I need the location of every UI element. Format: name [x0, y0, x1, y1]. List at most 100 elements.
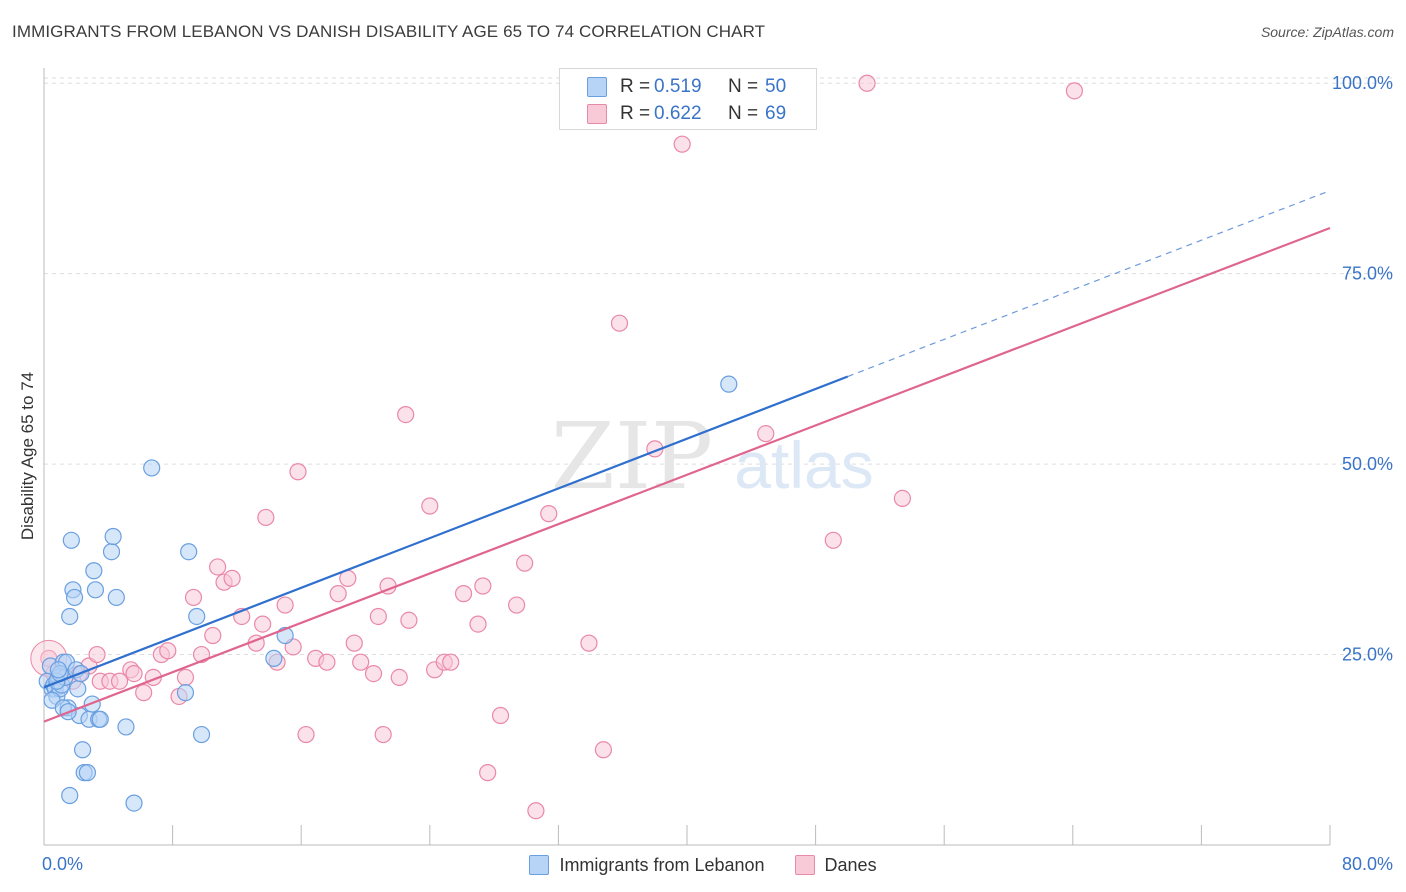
lebanon-point [78, 764, 97, 782]
lebanon-point [125, 794, 143, 812]
y-tick-label: 75.0% [1342, 264, 1393, 284]
danes-point [1065, 82, 1084, 100]
danes-point [125, 665, 143, 683]
y-axis-label: Disability Age 65 to 74 [18, 372, 37, 540]
source-credit: Source: ZipAtlas.com [1260, 24, 1394, 40]
lebanon-point [73, 741, 92, 759]
stats-n-value: 50 [765, 76, 787, 97]
danes-point [479, 764, 497, 782]
danes-point [527, 802, 545, 820]
danes-point [289, 463, 307, 481]
stats-legend: R = 0.519 N = 50 R = 0.622 N = 69 [559, 68, 817, 130]
danes-point [824, 531, 842, 549]
lebanon-point [49, 661, 68, 679]
lebanon-point [61, 607, 79, 626]
danes-point [580, 634, 598, 652]
danes-point [508, 596, 526, 614]
danes-point [223, 569, 241, 587]
danes-point [135, 684, 153, 702]
lebanon-point [107, 588, 125, 607]
lebanon-point [143, 459, 161, 477]
stats-r-label: R = [620, 103, 651, 124]
lebanon-point [102, 543, 121, 561]
danes-point [184, 588, 203, 607]
lebanon-point [65, 588, 84, 607]
watermark-atlas: atlas [734, 428, 873, 502]
legend-swatch-pink [794, 855, 815, 875]
lebanon-point [176, 684, 195, 702]
lebanon-point [61, 786, 79, 805]
danes-point [421, 497, 439, 515]
danes-point [454, 585, 473, 603]
legend-label: Danes [824, 854, 877, 875]
lebanon-point [69, 680, 87, 698]
lebanon-point [104, 527, 122, 546]
danes-point [329, 585, 347, 603]
watermark: ZIP atlas [551, 403, 874, 510]
tick-labels: 25.0% 50.0% 75.0% 100.0% 0.0% 80.0% [42, 73, 1393, 874]
lebanon-trend-line [43, 375, 849, 689]
danes-point [400, 611, 418, 629]
danes-trend-line [43, 226, 1331, 723]
stats-r-value: 0.519 [654, 76, 702, 97]
danes-point [673, 135, 691, 153]
danes-point [893, 489, 912, 507]
legend-label: Immigrants from Lebanon [559, 854, 765, 875]
lebanon-point [91, 710, 109, 728]
lebanon-trend-extension [847, 190, 1331, 378]
lebanon-point [117, 718, 135, 736]
chart-title: IMMIGRANTS FROM LEBANON VS DANISH DISABI… [12, 22, 766, 41]
y-tick-label: 25.0% [1342, 645, 1393, 665]
danes-point [276, 596, 294, 614]
legend-item-lebanon[interactable]: Immigrants from Lebanon [529, 854, 765, 876]
danes-point [369, 607, 387, 626]
lebanon-point [62, 531, 80, 549]
danes-point [345, 634, 363, 652]
danes-point [204, 626, 222, 645]
danes-point [110, 672, 129, 690]
danes-point [209, 558, 227, 576]
danes-point [318, 653, 336, 671]
danes-point [297, 725, 315, 744]
legend-item-danes[interactable]: Danes [794, 854, 877, 876]
lebanon-point [86, 581, 105, 599]
danes-point [257, 508, 275, 527]
x-tick-label: 80.0% [1342, 854, 1393, 874]
danes-point [491, 706, 510, 725]
danes-point [176, 668, 195, 687]
danes-point [390, 668, 408, 687]
danes-point [474, 577, 492, 595]
stats-swatch-pink [587, 104, 607, 124]
lebanon-point [180, 543, 198, 561]
danes-point [610, 314, 629, 332]
danes-point [469, 615, 487, 633]
legend-swatch-blue [529, 855, 550, 875]
lebanon-point [188, 607, 206, 626]
trend-lines [43, 190, 1331, 723]
danes-point [88, 645, 106, 664]
series-legend: Immigrants from Lebanon Danes [0, 850, 1406, 880]
lebanon-point [720, 375, 738, 393]
x-tick-label: 0.0% [42, 854, 83, 874]
danes-point [159, 642, 177, 660]
lebanon-point [85, 562, 103, 580]
stats-n-value: 69 [765, 103, 787, 124]
danes-point [352, 653, 370, 671]
stats-n-label: N = [728, 76, 759, 97]
danes-point [364, 665, 383, 683]
lebanon-point [265, 649, 283, 667]
y-tick-label: 100.0% [1332, 73, 1393, 93]
stats-swatch-blue [587, 77, 607, 97]
stats-r-label: R = [620, 76, 651, 97]
danes-point [397, 406, 415, 424]
danes-point [540, 505, 558, 523]
lebanon-point [192, 725, 211, 744]
grid-lines [44, 77, 1394, 656]
danes-point [757, 425, 775, 443]
danes-point [594, 741, 613, 759]
stats-n-label: N = [728, 103, 759, 124]
danes-point [858, 74, 876, 92]
danes-point [442, 653, 460, 671]
watermark-zip: ZIP [551, 403, 713, 510]
